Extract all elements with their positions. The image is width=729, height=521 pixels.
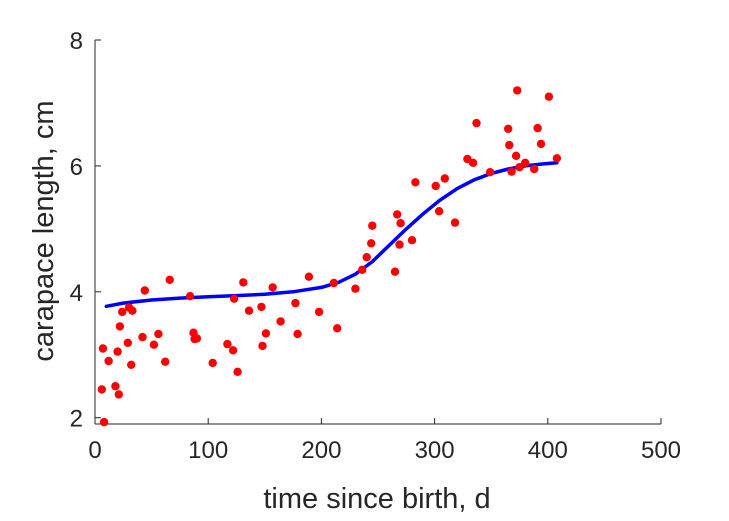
- y-axis: 2 4 6 8: [70, 28, 101, 433]
- x-axis-label: time since birth, d: [263, 483, 490, 515]
- data-point: [233, 367, 242, 376]
- x-tick-label: 500: [641, 437, 681, 464]
- data-point: [314, 307, 324, 317]
- data-point: [431, 181, 440, 191]
- y-tick-label: 2: [70, 406, 83, 433]
- data-point: [472, 118, 481, 128]
- data-point: [244, 306, 254, 315]
- x-tick-label: 100: [188, 437, 228, 464]
- data-point: [411, 178, 420, 187]
- data-point: [507, 167, 516, 176]
- plot-area: [97, 86, 562, 427]
- data-point: [99, 417, 109, 427]
- data-point: [154, 329, 163, 339]
- data-point: [239, 278, 248, 287]
- data-point: [261, 329, 271, 338]
- data-point: [513, 86, 522, 95]
- data-point: [208, 358, 217, 368]
- data-point: [291, 298, 300, 308]
- y-tick-label: 6: [70, 154, 83, 181]
- data-point: [161, 357, 170, 366]
- data-point: [104, 356, 113, 366]
- x-tick-label: 300: [415, 437, 455, 464]
- x-axis: 0 100 200 300 400 500: [88, 418, 681, 464]
- data-point: [268, 283, 277, 292]
- data-point: [304, 272, 314, 281]
- data-point: [257, 302, 266, 312]
- y-tick-label: 4: [70, 280, 83, 307]
- data-point: [258, 341, 267, 351]
- data-point: [97, 385, 107, 394]
- data-point: [293, 329, 302, 339]
- data-point: [127, 360, 136, 369]
- data-point: [393, 210, 402, 219]
- data-point: [368, 221, 377, 230]
- x-tick-label: 0: [88, 437, 101, 464]
- data-point: [118, 307, 127, 317]
- data-point: [128, 306, 137, 315]
- data-point: [230, 294, 239, 303]
- data-point: [511, 151, 521, 160]
- data-point: [98, 344, 108, 353]
- x-tick-label: 400: [528, 437, 568, 464]
- data-point: [149, 340, 159, 349]
- data-point: [544, 92, 554, 101]
- data-point: [395, 240, 404, 249]
- data-point: [333, 324, 342, 333]
- data-point: [115, 322, 125, 331]
- data-point: [165, 275, 174, 284]
- data-point: [358, 265, 367, 274]
- fit-curve: [104, 161, 559, 309]
- data-point: [223, 339, 232, 349]
- data-point: [123, 338, 132, 347]
- data-point: [434, 207, 444, 216]
- data-point: [536, 139, 546, 149]
- data-point: [396, 219, 405, 228]
- data-point: [367, 239, 376, 248]
- data-point: [485, 168, 495, 177]
- data-point: [505, 140, 514, 150]
- data-point: [468, 158, 478, 167]
- data-point: [140, 286, 149, 295]
- data-point: [407, 236, 417, 245]
- data-point: [504, 124, 513, 133]
- data-point: [521, 158, 530, 167]
- data-point: [530, 164, 539, 174]
- data-point: [114, 390, 124, 399]
- y-axis-label: carapace length, cm: [28, 100, 60, 361]
- data-point: [276, 317, 285, 326]
- data-point: [185, 292, 195, 301]
- data-point: [440, 174, 449, 183]
- data-point: [450, 218, 460, 227]
- data-point: [111, 382, 120, 391]
- data-point: [362, 253, 371, 262]
- data-point: [351, 284, 360, 293]
- data-point: [533, 123, 542, 133]
- data-point: [138, 332, 147, 342]
- data-point: [390, 267, 400, 276]
- data-point: [515, 163, 524, 172]
- y-tick-label: 8: [70, 28, 83, 55]
- data-point: [552, 154, 562, 163]
- data-point: [192, 334, 202, 343]
- x-tick-label: 200: [301, 437, 341, 464]
- data-point: [329, 278, 339, 288]
- data-point: [113, 347, 122, 356]
- data-point: [228, 346, 238, 355]
